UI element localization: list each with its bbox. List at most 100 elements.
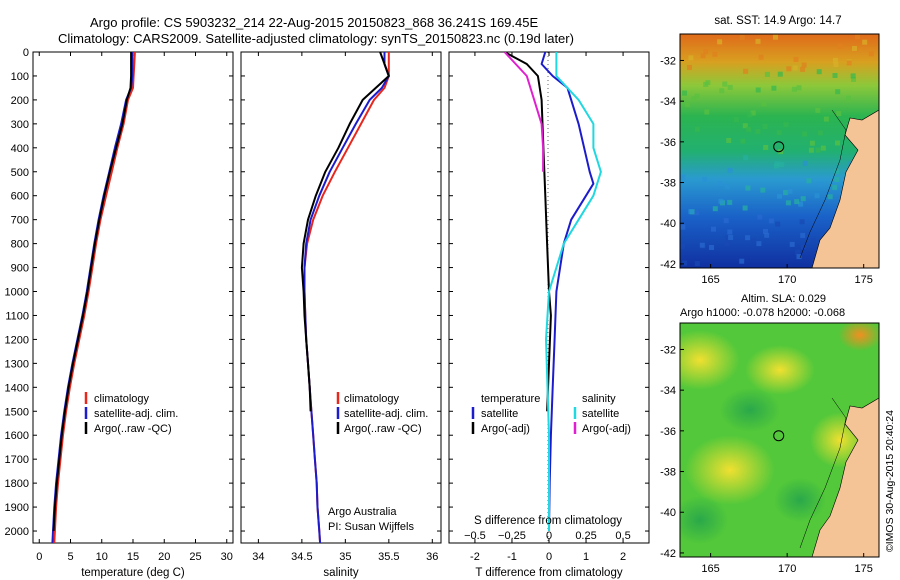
sst-pixel <box>728 235 734 240</box>
x-tick-label: 10 <box>96 551 108 563</box>
sst-pixel <box>699 242 705 248</box>
sst-pixel <box>725 235 731 241</box>
x-tick-label: 34 <box>252 551 264 563</box>
series-line-climatology <box>53 52 136 543</box>
lat-tick-label: -38 <box>660 467 676 479</box>
sst-pixel <box>846 60 852 66</box>
sst-pixel <box>793 56 799 62</box>
sla-low-blob <box>680 496 728 544</box>
sst-pixel <box>688 209 694 215</box>
x-tick-label: -2 <box>470 551 480 563</box>
depth-tick-label: 1400 <box>5 382 29 394</box>
sst-pixel <box>850 73 856 79</box>
series-line-salinity-argo-adj- <box>503 52 545 172</box>
sst-pixel <box>776 130 782 136</box>
sst-pixel <box>771 85 777 91</box>
sst-pixel <box>694 261 700 267</box>
salinity-depth-ticks <box>241 51 441 532</box>
sst-map-ticks: 165 170 175 -32 -34 -36 -38 -40 -42 <box>660 55 873 286</box>
sst-pixel <box>755 38 761 44</box>
legend-argo: Argo(..raw -QC) <box>94 423 172 435</box>
salinity-series <box>300 52 390 543</box>
sst-pixel <box>719 88 725 94</box>
depth-tick-label: 700 <box>11 215 29 227</box>
legend-satellite: satellite-adj. clim. <box>94 408 178 420</box>
sst-pixel <box>680 243 685 249</box>
s-difference-axis-label: S difference from climatology <box>474 515 622 527</box>
depth-tick-label: 300 <box>11 119 29 131</box>
lat-tick-label: -36 <box>660 426 676 438</box>
depth-tick-label: 1200 <box>5 334 29 346</box>
sst-pixel <box>727 199 733 205</box>
legend-argo: Argo(..raw -QC) <box>344 423 422 435</box>
sla-map-subtitle: Argo h1000: -0.078 h2000: -0.068 <box>680 307 845 319</box>
sst-pixel <box>786 66 792 72</box>
series-line-temperature-argo-adj- <box>504 52 552 412</box>
sst-pixel <box>815 147 821 153</box>
sst-pixel <box>684 102 690 108</box>
sst-pixel <box>747 112 753 118</box>
sst-pixel <box>832 57 838 63</box>
sst-pixel <box>836 111 842 117</box>
sst-pixel <box>810 237 816 243</box>
sst-pixel <box>802 160 808 166</box>
difference-panel: -2 -1 0 1 2 −0.5 −0.25 0 0.25 0.5 T difference f… <box>448 51 650 579</box>
x-tick-label: 35.5 <box>378 551 399 563</box>
sst-pixel <box>691 96 697 102</box>
depth-tick-label: 1700 <box>5 454 29 466</box>
sst-pixel <box>717 39 723 45</box>
sst-pixel <box>703 81 709 87</box>
sst-pixel <box>820 145 826 151</box>
sst-pixel <box>739 258 745 264</box>
s-difference-ticks: −0.5 −0.25 0 0.25 0.5 <box>464 530 631 542</box>
x-tick-label: 2 <box>620 551 626 563</box>
imos-watermark: ©IMOS 30-Aug-2015 20:40:24 <box>884 410 896 552</box>
sst-pixel <box>742 123 748 129</box>
sst-pixel <box>817 130 823 136</box>
s-diff-tick-label: −0.25 <box>498 530 526 542</box>
credit-line2: PI: Susan Wijffels <box>328 521 414 533</box>
salinity-legend: climatology satellite-adj. clim. Argo(..… <box>336 392 428 435</box>
sst-pixel <box>792 65 798 71</box>
depth-axis-ticks: 0 100 200 300 400 500 600 700 800 900 1000 1100 1200… <box>5 47 233 538</box>
depth-tick-label: 1500 <box>5 406 29 418</box>
legend-temperature-header: temperature <box>481 393 540 405</box>
sst-pixel <box>774 163 779 169</box>
sst-pixel <box>783 122 789 128</box>
sst-pixel <box>743 68 749 74</box>
lat-tick-label: -32 <box>660 55 676 67</box>
sst-pixel <box>815 107 821 113</box>
sst-pixel <box>791 86 797 92</box>
difference-depth-ticks <box>449 51 649 532</box>
sla-high-blob <box>685 435 775 505</box>
sst-pixel <box>727 84 733 90</box>
sst-pixel <box>816 69 822 75</box>
x-tick-label: 1 <box>583 551 589 563</box>
lat-tick-label: -34 <box>660 96 676 108</box>
s-diff-tick-label: 0 <box>546 530 552 542</box>
lon-tick-label: 170 <box>778 563 796 575</box>
lat-tick-label: -40 <box>660 218 676 230</box>
legend-climatology: climatology <box>344 393 400 405</box>
sst-pixel <box>694 210 700 216</box>
sst-pixel <box>787 188 793 194</box>
lon-tick-label: 175 <box>855 274 873 286</box>
x-tick-label: 0 <box>546 551 552 563</box>
salinity-axis-label: salinity <box>323 567 358 579</box>
temperature-axis-label: temperature (deg C) <box>81 567 185 579</box>
sst-pixel <box>833 62 839 67</box>
sst-pixel <box>808 147 814 153</box>
sst-pixel <box>745 235 751 241</box>
sst-pixel <box>795 249 800 255</box>
x-tick-label: 30 <box>221 551 233 563</box>
sst-pixel <box>718 198 724 204</box>
sla-high-blob <box>680 330 740 390</box>
depth-tick-label: 1900 <box>5 502 29 514</box>
temperature-series <box>51 52 136 543</box>
x-tick-label: 34.5 <box>291 551 312 563</box>
legend-t-argo: Argo(-adj) <box>481 423 530 435</box>
sst-pixel <box>846 95 851 101</box>
sst-map-title: sat. SST: 14.9 Argo: 14.7 <box>714 15 841 27</box>
series-line-argo-raw-qc- <box>300 52 390 412</box>
sst-pixel <box>800 232 806 238</box>
